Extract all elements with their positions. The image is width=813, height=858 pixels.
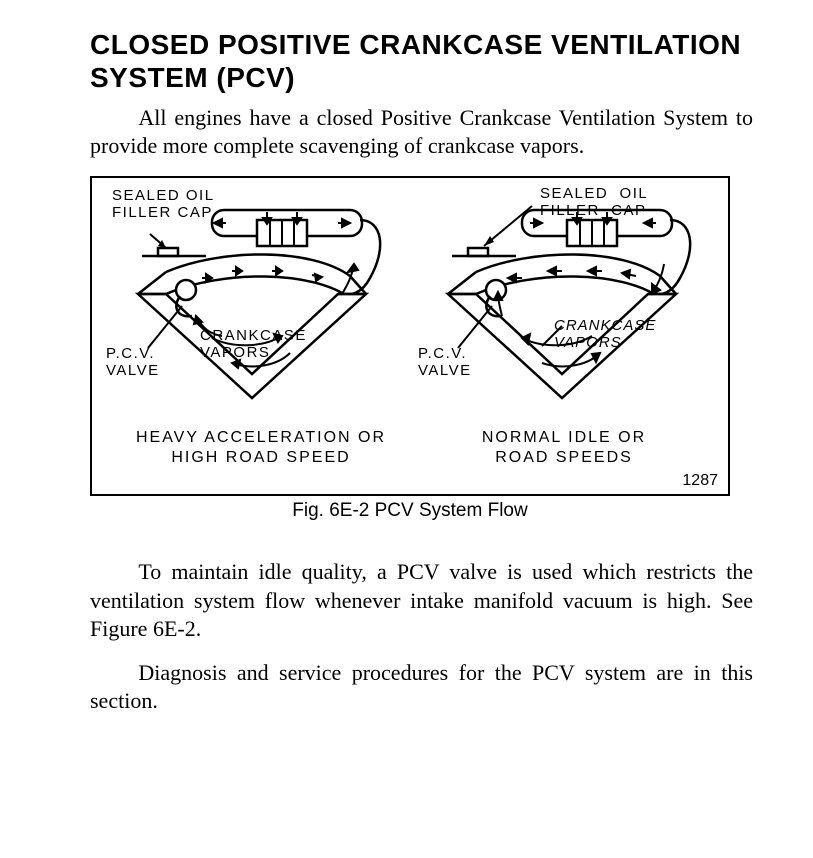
label-crankcase-right: CRANKCASEVAPORS [554,318,656,351]
figure-caption: Fig. 6E-2 PCV System Flow [90,500,730,522]
subcaption-right: NORMAL IDLE ORROAD SPEEDS [434,428,694,468]
figure-number: 1287 [682,472,718,490]
section-title: CLOSED POSITIVE CRANKCASE VENTILATION SY… [90,28,753,94]
label-crankcase-left: CRANKCASEVAPORS [200,328,307,361]
paragraph-1: All engines have a closed Positive Crank… [90,104,753,160]
label-sealed-cap-right: SEALED OILFILLER CAP [540,186,648,219]
paragraph-2: To maintain idle quality, a PCV valve is… [90,558,753,642]
subcaption-left: HEAVY ACCELERATION ORHIGH ROAD SPEED [116,428,406,468]
figure-box: SEALED OILFILLER CAP P.C.V.VALVE CRANKCA… [90,176,730,496]
label-pcv-valve-left: P.C.V.VALVE [106,346,160,379]
label-pcv-valve-right: P.C.V.VALVE [418,346,472,379]
paragraph-3: Diagnosis and service procedures for the… [90,659,753,715]
label-sealed-cap-left: SEALED OILFILLER CAP [112,188,215,221]
